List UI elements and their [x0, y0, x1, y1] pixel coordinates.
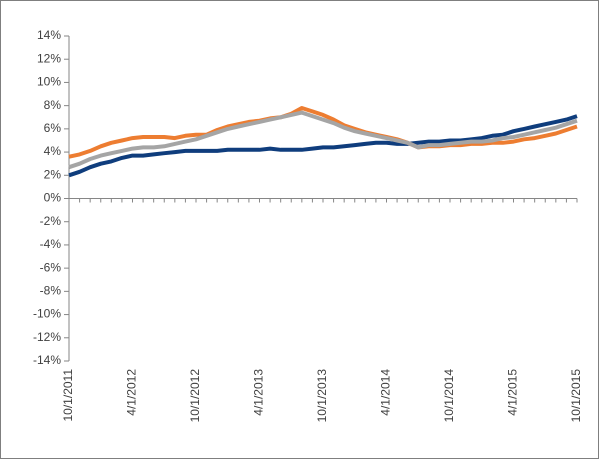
y-tick-label: -8%: [40, 284, 62, 298]
y-tick-label: -12%: [33, 330, 61, 344]
y-tick-label: 14%: [37, 28, 61, 42]
y-tick-label: -4%: [40, 237, 62, 251]
x-tick-label: 10/1/2014: [442, 369, 456, 423]
x-tick-label: 4/1/2015: [506, 369, 520, 416]
series-line: [68, 114, 578, 178]
x-tick-label: 10/1/2013: [315, 369, 329, 423]
x-tick-label: 4/1/2014: [379, 369, 393, 416]
x-tick-label: 10/1/2011: [61, 369, 75, 422]
y-tick-label: 12%: [37, 51, 61, 65]
y-tick-label: 4%: [44, 144, 62, 158]
y-tick-label: 8%: [44, 98, 62, 112]
y-tick-label: 6%: [44, 121, 62, 135]
y-tick-label: -14%: [33, 353, 61, 367]
y-tick-label: -2%: [40, 214, 62, 228]
x-tick-label: 10/1/2015: [569, 369, 583, 423]
y-tick-label: 2%: [44, 167, 62, 181]
y-tick-label: 0%: [44, 191, 62, 205]
x-tick-label: 10/1/2012: [188, 369, 202, 423]
y-tick-label: 10%: [37, 75, 61, 89]
y-tick-label: -10%: [33, 307, 61, 321]
series-line: [68, 110, 578, 170]
x-tick-label: 4/1/2013: [252, 369, 266, 416]
series-line: [68, 106, 578, 159]
x-tick-label: 4/1/2012: [125, 369, 139, 416]
y-tick-label: -6%: [40, 260, 62, 274]
